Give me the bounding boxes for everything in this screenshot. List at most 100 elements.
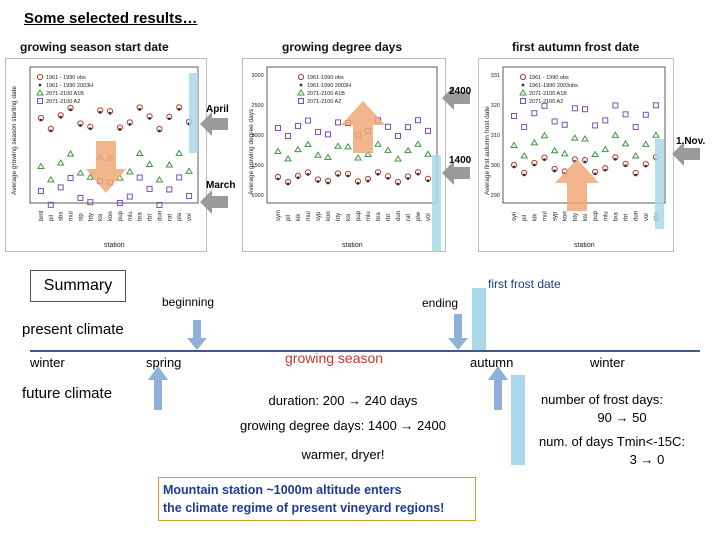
station-label: vol [187, 213, 193, 221]
station-label: brnt [39, 210, 45, 221]
marker-a1b [76, 169, 85, 176]
legend-entry: 2071-2100 A2 [46, 99, 80, 105]
marker-a2 [47, 201, 54, 208]
frost-days-text: number of frost days: [540, 392, 664, 407]
station-label: kik [532, 213, 538, 221]
y-tick-label: 300 [491, 163, 500, 169]
trend-arrow [86, 141, 126, 193]
marker-a2 [531, 110, 538, 117]
legend-entry: 2071-2100 A2 [307, 99, 341, 105]
gdd-high-arrow [442, 86, 470, 110]
marker-a2 [295, 122, 301, 129]
marker-a1b [86, 173, 95, 180]
station-label: rat [167, 214, 173, 221]
marker-a2 [77, 194, 84, 201]
marker-a2 [315, 128, 321, 135]
legend: 1961 - 1990 obs 1961-1990 2003obs 2071-210… [519, 73, 578, 105]
station-label: kon [108, 211, 114, 221]
y-tick-label: 2000 [251, 133, 263, 139]
marker-2003 [49, 129, 53, 133]
marker-a1b [304, 140, 312, 148]
marker-2003 [158, 129, 161, 133]
marker-a2 [632, 123, 639, 130]
marker-a2 [602, 117, 609, 124]
marker-2003 [88, 127, 92, 131]
station-label: pup [118, 210, 124, 221]
marker-2003 [406, 177, 410, 180]
legend-entry: 2071-2100 A1B [529, 91, 567, 97]
legend: 1961 - 1990 obs 1961 - 1990 2003H 2071-210… [36, 73, 93, 105]
marker-a1b [404, 146, 412, 154]
marker-2003 [634, 173, 638, 177]
station-label: bra [613, 212, 619, 221]
marker-2003 [553, 169, 556, 173]
marker-a2 [186, 193, 193, 200]
station-label: bra [138, 212, 144, 221]
highlight-bar [189, 73, 198, 153]
marker-a2 [571, 105, 578, 112]
legend-entry: 1961 - 1990 obs [529, 75, 569, 81]
station-label: pup [356, 210, 362, 221]
marker-2003 [603, 168, 607, 172]
tmin-text: num. of days Tmin<-15C: [538, 434, 686, 449]
legend-entry: 2071-2100 A1B [307, 91, 345, 97]
marker-a1b [424, 150, 432, 157]
tmin-value: 3 → 0 [629, 452, 665, 467]
marker-a1b [294, 145, 302, 153]
label-april: April [206, 104, 229, 115]
marker-a1b [364, 150, 372, 157]
marker-2003 [593, 172, 597, 176]
marker-2003 [336, 174, 340, 177]
station-label: pil [522, 215, 528, 221]
header-frost-date: first autumn frost date [512, 40, 640, 54]
legend-entry: 1961 - 1990 obs [46, 75, 86, 81]
duration-text: duration: 200 → 240 days [268, 393, 418, 408]
marker-a1b [519, 89, 527, 96]
legend: 1961-1990 obs 1961-1990 2003H 2071-2100 A1… [297, 73, 351, 105]
marker-a1b [631, 152, 640, 159]
station-label: syri [512, 212, 518, 221]
station-label: mul [69, 211, 75, 221]
marker-a1b [621, 139, 630, 147]
label-future-climate: future climate [22, 385, 113, 402]
marker-a2 [592, 122, 599, 129]
marker-a1b [185, 167, 193, 174]
marker-a1b [611, 131, 620, 138]
y-tick-label: 1500 [251, 163, 263, 169]
marker-a2 [325, 131, 331, 138]
marker-a2 [520, 98, 526, 104]
marker-a1b [344, 142, 352, 150]
page-title: Some selected results… [24, 10, 198, 27]
station-label: kon [563, 211, 569, 221]
marker-2003 [286, 182, 290, 186]
header-start-date: growing season start date [20, 40, 169, 54]
legend-entry: 2071-2100 A2 [529, 99, 563, 105]
marker-a2 [561, 121, 568, 128]
trend-arrow [341, 101, 385, 153]
marker-obs [297, 73, 305, 81]
marker-2003 [148, 116, 151, 120]
station-label: pil [49, 215, 55, 221]
marker-2003 [521, 83, 525, 87]
marker-a2 [176, 174, 183, 181]
legend-entry: 2071-2100 A1B [46, 91, 84, 97]
x-axis-label: station [104, 242, 125, 249]
marker-a1b [314, 151, 322, 158]
station-label: bra [376, 212, 382, 221]
marker-a1b [374, 140, 382, 147]
marker-a2 [551, 118, 558, 125]
marker-a2 [146, 185, 153, 192]
marker-a1b [570, 134, 579, 141]
station-label: plw [416, 211, 422, 221]
y-tick-label: 1000 [251, 193, 263, 199]
marker-2003 [306, 172, 310, 176]
frost-bar-future [511, 375, 525, 465]
y-axis-label: Average growing season starting date [11, 86, 18, 195]
marker-a2 [582, 106, 588, 113]
marker-2003 [386, 176, 390, 180]
chart-frost-date: Average first autumn frost date station 33… [478, 58, 674, 252]
station-label: ksi [346, 214, 352, 221]
marker-a2 [166, 186, 173, 193]
y-tick-label: 310 [491, 133, 500, 139]
marker-2003 [276, 177, 280, 181]
